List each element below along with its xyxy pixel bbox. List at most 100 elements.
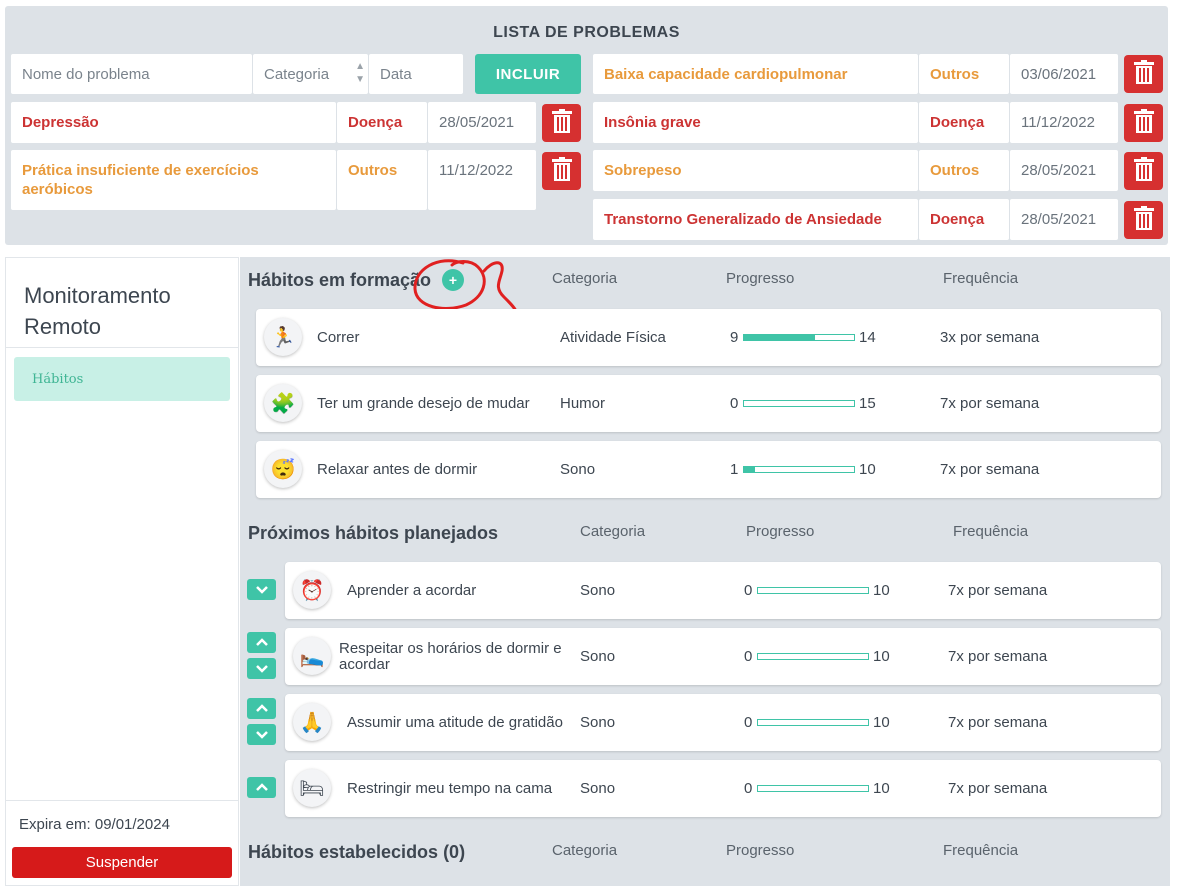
habit-frequency: 7x por semana <box>940 461 1040 478</box>
chevron-up-icon <box>255 700 269 718</box>
chevron-up-icon <box>255 779 269 797</box>
move-up-button[interactable] <box>247 632 276 653</box>
progress-bar <box>743 400 855 407</box>
col-header-category: Categoria <box>552 842 618 859</box>
habit-frequency: 7x por semana <box>948 780 1048 797</box>
trash-icon <box>1133 59 1155 89</box>
gratitude-person-icon: 🙏 <box>293 703 331 741</box>
add-habit-button[interactable]: + <box>442 269 464 291</box>
problem-date: 11/12/2022 <box>428 150 536 210</box>
problem-date: 11/12/2022 <box>1010 102 1118 143</box>
problem-name: Insônia grave <box>593 102 918 143</box>
habit-card[interactable]: 🧩 Ter um grande desejo de mudar Humor 0 … <box>256 375 1161 432</box>
progress-max: 14 <box>859 329 876 346</box>
col-header-category: Categoria <box>580 523 646 540</box>
delete-button[interactable] <box>542 152 581 190</box>
problem-category: Outros <box>919 150 1009 191</box>
problem-category: Doença <box>919 102 1009 143</box>
habit-card[interactable]: 🏃 Correr Atividade Física 9 14 3x por se… <box>256 309 1161 366</box>
sidebar: Monitoramento Remoto Hábitos Expira em: … <box>5 257 239 886</box>
progress-max: 10 <box>859 461 876 478</box>
delete-button[interactable] <box>1124 201 1163 239</box>
sleep-mask-icon: 😴 <box>264 450 302 488</box>
habit-name: Relaxar antes de dormir <box>317 460 478 478</box>
progress-bar <box>743 334 855 341</box>
habit-category: Atividade Física <box>560 329 666 346</box>
sleeping-person-icon: 🛌 <box>293 637 331 675</box>
problem-name-input[interactable]: Nome do problema <box>11 54 252 94</box>
habit-name: Correr <box>317 328 360 346</box>
col-header-frequency: Frequência <box>943 842 1019 859</box>
progress-fill <box>744 335 815 340</box>
habit-name: Respeitar os horários de dormir e acorda… <box>339 639 562 673</box>
habit-card[interactable]: ⏰ Aprender a acordar Sono 0 10 7x por se… <box>285 562 1161 619</box>
col-header-progress: Progresso <box>746 523 815 540</box>
problem-name: Sobrepeso <box>593 150 918 191</box>
trash-icon <box>1133 205 1155 235</box>
sidebar-item-habitos[interactable]: Hábitos <box>14 357 230 401</box>
habit-category: Sono <box>560 461 596 478</box>
move-down-button[interactable] <box>247 658 276 679</box>
progress-value: 0 <box>730 395 739 412</box>
trash-icon <box>551 156 573 186</box>
habit-card[interactable]: 🛏 Restringir meu tempo na cama Sono 0 10… <box>285 760 1161 817</box>
habit-name: Restringir meu tempo na cama <box>347 779 553 797</box>
habit-name: Assumir uma atitude de gratidão <box>347 713 563 731</box>
alarm-clock-icon: ⏰ <box>293 571 331 609</box>
suspend-button[interactable]: Suspender <box>12 847 232 878</box>
progress-max: 10 <box>873 582 890 599</box>
habit-card[interactable]: 🛌 Respeitar os horários de dormir e acor… <box>285 628 1161 685</box>
runner-icon: 🏃 <box>264 318 302 356</box>
move-down-button[interactable] <box>247 579 276 600</box>
delete-button[interactable] <box>1124 152 1163 190</box>
trash-icon <box>1133 156 1155 186</box>
move-up-button[interactable] <box>247 698 276 719</box>
problem-date: 28/05/2021 <box>428 102 536 143</box>
problem-category: Doença <box>919 199 1009 240</box>
section-title-forming: Hábitos em formação <box>248 270 432 290</box>
progress-value: 0 <box>744 714 753 731</box>
trash-icon <box>551 108 573 138</box>
habit-category: Sono <box>580 582 616 599</box>
progress-bar <box>757 785 869 792</box>
habit-frequency: 7x por semana <box>948 648 1048 665</box>
problem-name: Transtorno Generalizado de Ansiedade <box>593 199 918 240</box>
progress-fill <box>744 467 755 472</box>
plus-icon: + <box>448 272 458 288</box>
date-input[interactable]: Data <box>369 54 463 94</box>
include-button[interactable]: INCLUIR <box>475 54 581 94</box>
progress-bar <box>743 466 855 473</box>
bed-icon: 🛏 <box>293 769 331 807</box>
delete-button[interactable] <box>542 104 581 142</box>
move-down-button[interactable] <box>247 724 276 745</box>
progress-value: 1 <box>730 461 739 478</box>
chevron-down-icon <box>255 581 269 599</box>
delete-button[interactable] <box>1124 55 1163 93</box>
progress-max: 10 <box>873 714 890 731</box>
problems-title: LISTA DE PROBLEMAS <box>493 24 680 41</box>
habit-name: Aprender a acordar <box>347 581 477 599</box>
habit-card[interactable]: 😴 Relaxar antes de dormir Sono 1 10 7x p… <box>256 441 1161 498</box>
chevron-down-icon <box>255 660 269 678</box>
category-select[interactable]: Categoria ▲ ▼ <box>253 54 368 94</box>
problem-category: Doença <box>337 102 427 143</box>
col-header-progress: Progresso <box>726 842 795 859</box>
sidebar-title: Monitoramento Remoto <box>24 283 171 339</box>
delete-button[interactable] <box>1124 104 1163 142</box>
problem-name: Prática insuficiente de exercícios aerób… <box>11 150 336 210</box>
progress-max: 15 <box>859 395 876 412</box>
habit-frequency: 7x por semana <box>948 714 1048 731</box>
habit-card[interactable]: 🙏 Assumir uma atitude de gratidão Sono 0… <box>285 694 1161 751</box>
spinner-arrows-icon[interactable]: ▲ ▼ <box>355 61 365 85</box>
move-up-button[interactable] <box>247 777 276 798</box>
mood-icon: 🧩 <box>264 384 302 422</box>
habit-category: Sono <box>580 780 616 797</box>
chevron-up-icon <box>255 634 269 652</box>
progress-max: 10 <box>873 780 890 797</box>
divider <box>6 800 238 801</box>
problem-name: Depressão <box>11 102 336 143</box>
problems-panel: LISTA DE PROBLEMAS Nome do problema Cate… <box>5 6 1168 245</box>
problem-date: 28/05/2021 <box>1010 150 1118 191</box>
progress-value: 0 <box>744 648 753 665</box>
trash-icon <box>1133 108 1155 138</box>
